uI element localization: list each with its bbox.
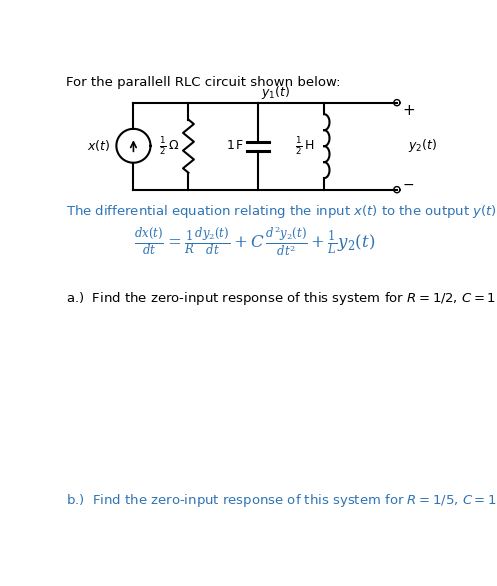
Text: $-$: $-$ xyxy=(403,176,414,190)
Text: For the parallell RLC circuit shown below:: For the parallell RLC circuit shown belo… xyxy=(66,77,340,90)
Text: b.)  Find the zero-input response of this system for $R = 1/5$, $C = 1$ and $L =: b.) Find the zero-input response of this… xyxy=(66,492,497,509)
Text: $y_1(t)$: $y_1(t)$ xyxy=(260,84,290,101)
Text: $\frac{1}{2}\,\mathrm{H}$: $\frac{1}{2}\,\mathrm{H}$ xyxy=(295,135,315,156)
Text: +: + xyxy=(403,103,415,118)
Text: a.)  Find the zero-input response of this system for $R = 1/2$, $C = 1$ and $L =: a.) Find the zero-input response of this… xyxy=(66,289,497,306)
Text: $\frac{1}{2}\,\Omega$: $\frac{1}{2}\,\Omega$ xyxy=(159,135,179,156)
Text: $1\,\mathrm{F}$: $1\,\mathrm{F}$ xyxy=(226,139,244,152)
Text: $\frac{dx(t)}{dt} = \frac{1}{R}\frac{dy_2(t)}{dt} + C\,\frac{d^2y_2(t)}{dt^2} + : $\frac{dx(t)}{dt} = \frac{1}{R}\frac{dy_… xyxy=(134,225,375,258)
Text: The differential equation relating the input $x(t)$ to the output $y(t)$ is give: The differential equation relating the i… xyxy=(66,203,497,220)
Text: $x(t)$: $x(t)$ xyxy=(87,138,110,154)
Text: $y_2(t)$: $y_2(t)$ xyxy=(408,137,437,154)
